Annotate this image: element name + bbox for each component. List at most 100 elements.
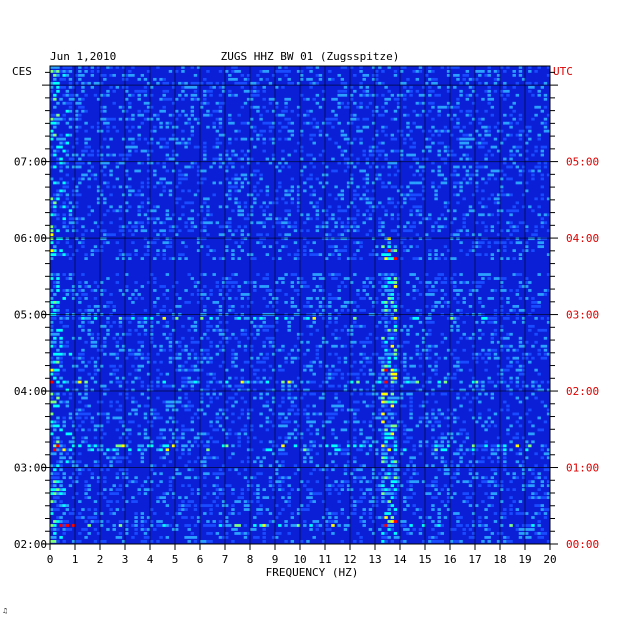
heatmap-cell [228,113,232,117]
heatmap-cell [56,285,60,288]
heatmap-cell [506,133,510,137]
heatmap-cell [143,404,148,408]
heatmap-cell [321,380,326,384]
heatmap-cell [59,364,63,368]
heatmap-cell [190,388,195,392]
heatmap-cell [534,229,538,233]
heatmap-cell [503,161,507,165]
heatmap-cell [171,436,176,440]
heatmap-cell [437,141,441,145]
heatmap-cell [225,165,229,169]
heatmap-cell [78,69,82,73]
heatmap-cell [137,89,141,93]
heatmap-cell [500,372,504,376]
heatmap-cell [96,69,101,73]
heatmap-cell [221,225,226,229]
heatmap-cell [215,416,220,420]
heatmap-cell [221,133,226,137]
heatmap-cell [115,344,120,348]
heatmap-cell [165,121,170,125]
heatmap-cell [62,297,66,300]
heatmap-cell [187,468,191,472]
heatmap-cell [368,229,373,233]
heatmap-cell [531,85,535,89]
heatmap-cell [296,113,301,117]
heatmap-cell [459,404,463,408]
heatmap-cell [368,149,373,153]
heatmap-cell [490,153,495,157]
heatmap-cell [521,165,526,169]
heatmap-cell [284,452,288,456]
heatmap-cell [506,229,510,233]
heatmap-cell [471,77,476,81]
heatmap-cell [165,372,170,376]
heatmap-cell [459,137,463,141]
heatmap-cell [537,305,541,308]
heatmap-cell [343,388,348,392]
heatmap-cell [378,320,382,324]
heatmap-cell [68,448,73,452]
heatmap-cell [90,253,95,257]
heatmap-cell [203,197,207,201]
heatmap-cell [225,245,229,249]
heatmap-cell [425,444,429,448]
heatmap-cell [303,460,307,464]
heatmap-cell [456,464,460,468]
heatmap-cell [446,105,451,109]
heatmap-cell [459,281,463,284]
heatmap-cell [234,66,238,69]
heatmap-cell [409,181,413,185]
heatmap-cell [59,133,63,137]
heatmap-cell [406,376,410,380]
heatmap-cell [106,93,110,97]
heatmap-cell [59,452,63,456]
heatmap-cell [481,165,485,169]
heatmap-cell [325,376,329,380]
heatmap-cell [521,352,526,356]
heatmap-cell [90,149,95,153]
heatmap-cell [265,448,270,452]
heatmap-cell [512,225,516,229]
heatmap-cell [212,428,216,432]
heatmap-cell [381,225,385,229]
heatmap-cell [240,165,245,169]
heatmap-cell [343,85,348,89]
heatmap-cell [353,101,357,105]
heatmap-cell [321,436,326,440]
heatmap-cell [515,396,520,400]
heatmap-cell [193,356,198,360]
heatmap-cell [50,320,54,324]
heatmap-cell [121,73,126,77]
heatmap-cell [381,81,385,85]
heatmap-cell [278,161,282,165]
heatmap-cell [456,340,460,344]
heatmap-cell [465,233,470,237]
heatmap-cell [131,408,135,412]
heatmap-cell [321,316,326,320]
heatmap-cell [418,444,423,448]
heatmap-cell [453,376,457,380]
heatmap-cell [418,404,423,408]
heatmap-cell [103,201,107,205]
heatmap-cell [212,157,216,161]
heatmap-cell [87,320,91,324]
heatmap-cell [306,324,310,328]
heatmap-cell [256,241,260,245]
heatmap-cell [125,169,129,173]
heatmap-cell [371,440,376,444]
heatmap-cell [421,217,426,221]
heatmap-cell [225,193,229,197]
heatmap-cell [290,197,295,201]
heatmap-cell [225,237,229,241]
heatmap-cell [425,217,429,221]
heatmap-cell [406,193,410,197]
heatmap-cell [528,281,532,284]
heatmap-cell [334,245,338,249]
heatmap-cell [378,257,382,260]
heatmap-cell [234,281,238,284]
heatmap-cell [103,165,107,169]
heatmap-cell [253,436,257,440]
heatmap-cell [178,177,182,181]
heatmap-cell [484,229,488,233]
heatmap-cell [390,464,395,468]
